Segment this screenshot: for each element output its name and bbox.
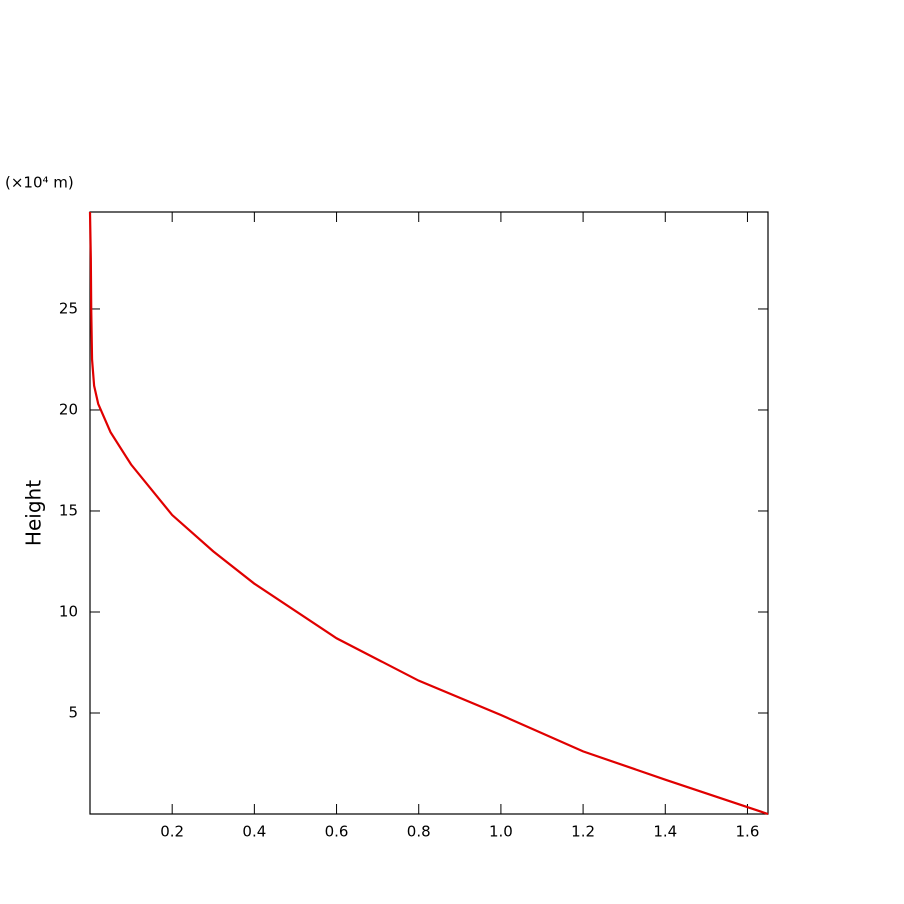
y-unit-label: (×10⁴ m) (5, 174, 74, 192)
x-tick-label: 1.2 (571, 823, 595, 841)
data-line (88, 211, 769, 816)
x-tick-label: 1.0 (489, 823, 513, 841)
x-tick-label: 0.2 (160, 823, 184, 841)
x-tick-label: 1.4 (653, 823, 677, 841)
y-axis-label: Height (22, 480, 46, 546)
x-tick-label: 1.6 (736, 823, 760, 841)
plot-frame (89, 211, 769, 815)
y-tick-label: 5 (68, 703, 78, 721)
x-tick-label: 0.8 (407, 823, 431, 841)
x-tick-label: 0.6 (325, 823, 349, 841)
x-tick-label: 0.4 (242, 823, 266, 841)
y-tick-label: 20 (59, 400, 78, 418)
y-tick-label: 25 (59, 299, 78, 317)
y-tick-label: 15 (59, 501, 78, 519)
y-tick-label: 10 (59, 602, 78, 620)
